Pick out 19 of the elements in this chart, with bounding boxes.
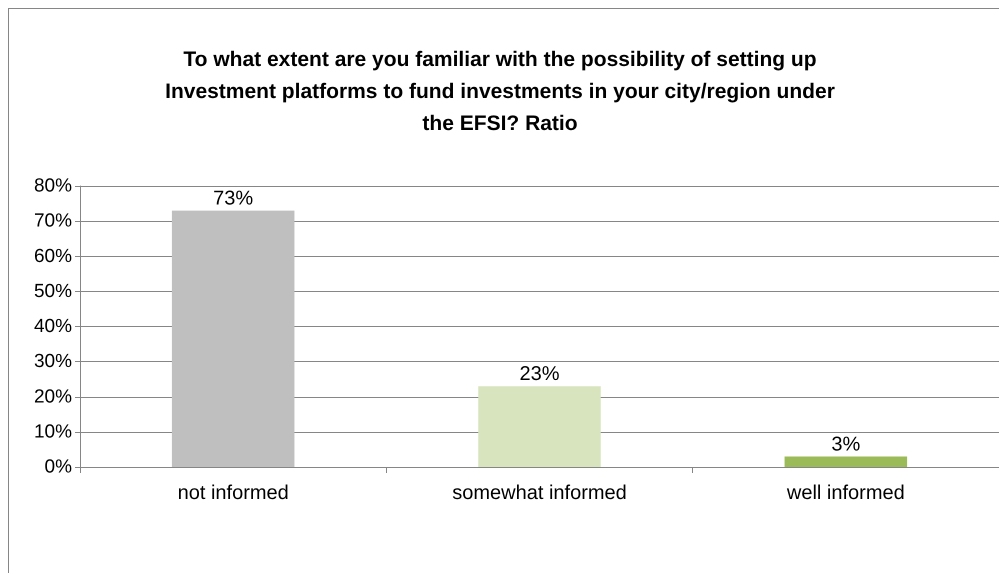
x-tick-label: well informed bbox=[786, 482, 905, 504]
y-tick-label: 70% bbox=[34, 210, 72, 232]
chart-title: To what extent are you familiar with the possibility of setting up Investment platforms to fund investments in your city/region under the EFSI? Ratio bbox=[164, 47, 836, 137]
y-tick-label: 0% bbox=[44, 456, 72, 478]
y-tick-label: 30% bbox=[34, 351, 72, 372]
y-tick-label: 80% bbox=[34, 176, 72, 196]
bar bbox=[478, 386, 601, 467]
data-label: 73% bbox=[213, 188, 254, 210]
y-tick-label: 40% bbox=[34, 316, 72, 337]
data-label: 23% bbox=[519, 363, 560, 386]
x-tick-label: somewhat informed bbox=[452, 482, 627, 504]
x-tick-label: not informed bbox=[178, 482, 289, 504]
bar bbox=[784, 456, 908, 467]
data-label: 3% bbox=[831, 433, 861, 456]
y-tick-label: 50% bbox=[34, 280, 72, 302]
bar bbox=[172, 210, 294, 467]
y-tick-label: 10% bbox=[34, 421, 72, 442]
y-tick-label: 60% bbox=[34, 246, 72, 267]
y-tick-label: 20% bbox=[34, 386, 72, 408]
